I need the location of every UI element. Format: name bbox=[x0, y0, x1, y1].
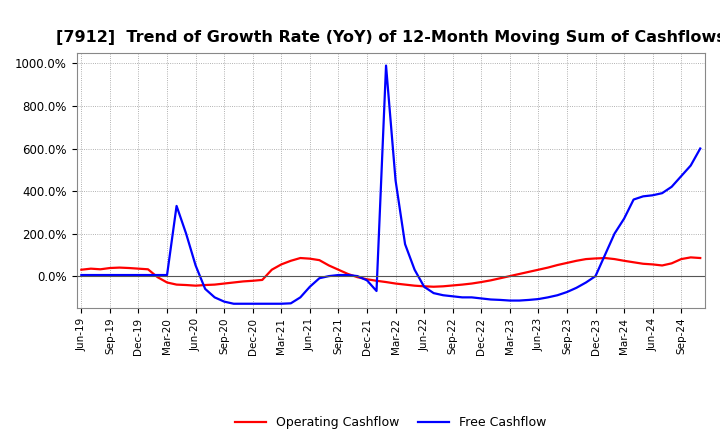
Title: [7912]  Trend of Growth Rate (YoY) of 12-Month Moving Sum of Cashflows: [7912] Trend of Growth Rate (YoY) of 12-… bbox=[56, 29, 720, 45]
Operating Cashflow bbox=[343, 271, 352, 277]
Free Cashflow bbox=[125, 272, 133, 278]
Free Cashflow bbox=[239, 301, 248, 306]
Free Cashflow bbox=[77, 272, 86, 278]
Operating Cashflow bbox=[572, 258, 581, 264]
Legend: Operating Cashflow, Free Cashflow: Operating Cashflow, Free Cashflow bbox=[230, 411, 552, 434]
Line: Free Cashflow: Free Cashflow bbox=[81, 66, 701, 304]
Free Cashflow bbox=[277, 301, 286, 306]
Operating Cashflow bbox=[125, 265, 133, 271]
Free Cashflow bbox=[363, 278, 372, 283]
Operating Cashflow bbox=[353, 275, 361, 280]
Operating Cashflow bbox=[686, 255, 695, 260]
Operating Cashflow bbox=[696, 255, 705, 260]
Operating Cashflow bbox=[230, 280, 238, 285]
Free Cashflow bbox=[582, 280, 590, 285]
Free Cashflow bbox=[230, 301, 238, 306]
Line: Operating Cashflow: Operating Cashflow bbox=[81, 257, 701, 287]
Free Cashflow bbox=[353, 273, 361, 279]
Operating Cashflow bbox=[77, 267, 86, 272]
Operating Cashflow bbox=[267, 267, 276, 272]
Free Cashflow bbox=[382, 63, 390, 68]
Free Cashflow bbox=[696, 146, 705, 151]
Operating Cashflow bbox=[429, 284, 438, 290]
